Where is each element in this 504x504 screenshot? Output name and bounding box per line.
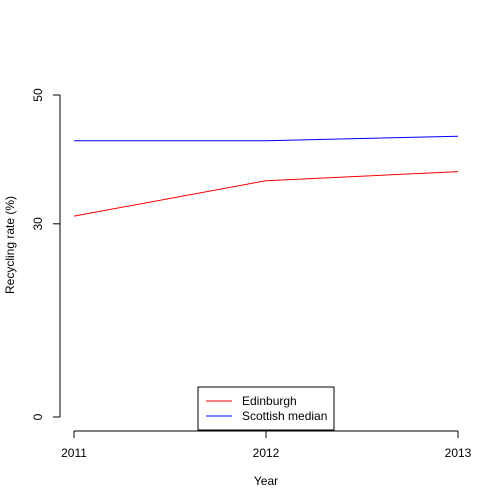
y-tick-label: 30	[31, 217, 45, 231]
y-tick-label: 0	[31, 413, 45, 420]
series-line-0	[73, 171, 459, 217]
x-axis-title: Year	[254, 474, 278, 488]
legend-label: Scottish median	[242, 409, 327, 423]
legend-label: Edinburgh	[242, 394, 297, 408]
legend-box	[197, 386, 335, 431]
y-tick-label: 50	[31, 88, 45, 102]
x-tick-label: 2013	[445, 446, 472, 460]
plot-lines	[73, 135, 459, 217]
y-axis: 0 30 50	[31, 88, 61, 420]
series-line-1	[74, 135, 459, 142]
x-axis: 2011 2012 2013	[61, 430, 472, 460]
y-axis-title: Recycling rate (%)	[3, 196, 17, 294]
x-tick-label: 2011	[61, 446, 87, 460]
x-tick-label: 2012	[253, 446, 280, 460]
